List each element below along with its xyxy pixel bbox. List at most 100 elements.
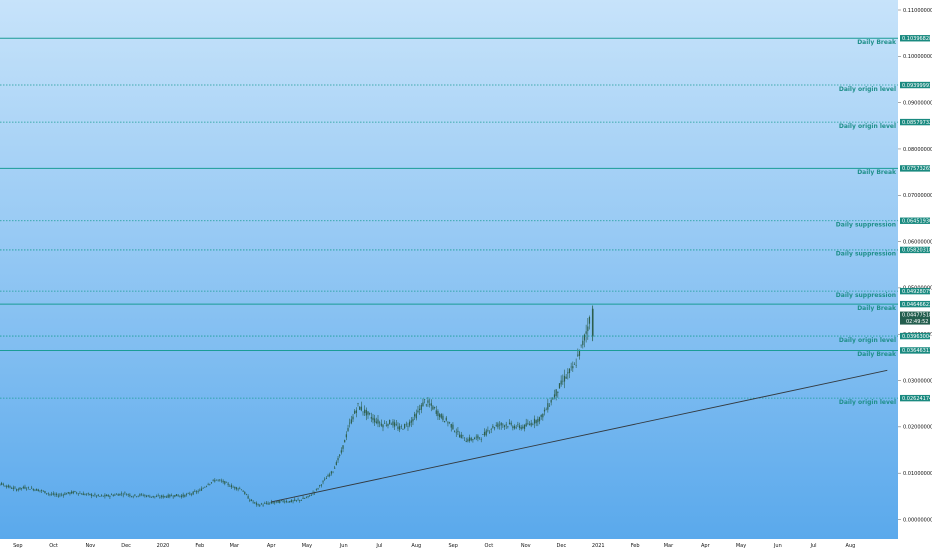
candle-body: [145, 495, 148, 497]
candle-body: [522, 426, 524, 429]
candle-body: [488, 431, 491, 433]
candle-body: [229, 486, 231, 487]
candle-body: [364, 409, 366, 414]
candle-body: [274, 502, 276, 503]
candle-body: [82, 493, 84, 496]
candle-body: [422, 402, 424, 407]
level-label: Daily suppression: [836, 292, 896, 299]
time-tick-label: May: [736, 543, 746, 549]
candle-body: [525, 423, 527, 427]
candle-body: [490, 429, 492, 430]
candle-body: [210, 482, 213, 483]
candle-body: [224, 481, 226, 484]
candle-body: [77, 493, 79, 495]
candle-body: [212, 480, 214, 481]
level-price-tag: [900, 287, 930, 295]
time-tick-label: Mar: [230, 543, 240, 549]
candle-body: [385, 424, 387, 426]
candle-body: [487, 430, 489, 432]
candle-body: [399, 426, 401, 430]
level-price-tag: [900, 347, 930, 354]
candle-body: [112, 495, 114, 496]
candle-body: [22, 486, 24, 489]
candle-body: [90, 494, 93, 496]
candle-body: [453, 430, 456, 432]
candle-body: [467, 439, 469, 442]
candle-body: [69, 492, 71, 494]
candle-body: [195, 491, 198, 493]
candle-body: [242, 491, 244, 492]
candle-body: [16, 489, 18, 491]
candle-body: [219, 479, 221, 481]
candle-body: [56, 493, 58, 496]
candle-body: [234, 486, 236, 489]
price-tags-layer: 0.10396828 0.09399991 0.08579732 0.07573265…: [900, 35, 932, 402]
candle-body: [329, 474, 331, 476]
candle-body: [500, 422, 502, 426]
candle-body: [483, 431, 486, 436]
candle-body: [95, 495, 98, 497]
candle-body: [515, 427, 517, 429]
candle-body: [523, 424, 526, 429]
candle-body: [26, 488, 28, 490]
candle-body: [508, 422, 511, 424]
candle-body: [92, 495, 94, 497]
candle-body: [204, 487, 206, 488]
candle-body: [51, 493, 53, 495]
candle-body: [502, 424, 504, 426]
candle-body: [369, 413, 371, 415]
candle-body: [492, 425, 494, 428]
candle-body: [324, 479, 326, 480]
price-axis-panel[interactable]: [898, 0, 932, 550]
candle-body: [79, 493, 81, 494]
candle-body: [125, 494, 128, 496]
candle-body: [568, 368, 571, 374]
candle-body: [580, 344, 582, 346]
candle-body: [185, 494, 188, 495]
candle-body: [437, 410, 439, 417]
trendline[interactable]: [271, 369, 888, 503]
time-tick-label: 2020: [157, 543, 170, 549]
candle-body: [142, 495, 144, 496]
candle-body: [409, 421, 411, 426]
candle-body: [31, 487, 33, 489]
time-tick-label: Nov: [521, 543, 531, 549]
candle-body: [462, 434, 464, 436]
candle-body: [350, 419, 352, 424]
candle-body: [71, 491, 73, 494]
level-price-tag: [900, 300, 930, 308]
time-tick-label: Jun: [339, 543, 348, 549]
candle-body: [284, 501, 286, 503]
candle-body: [230, 485, 233, 488]
candle-body: [155, 496, 158, 497]
time-axis-panel[interactable]: [0, 539, 898, 550]
level-price-tag-text: 0.03646311: [902, 348, 932, 354]
level-label: Daily Break: [857, 305, 897, 312]
candle-body: [292, 500, 294, 502]
candle-body: [558, 383, 561, 389]
candle-body: [135, 496, 138, 498]
candle-body: [440, 414, 442, 418]
candle-body: [325, 478, 327, 480]
candle-body: [180, 495, 183, 498]
candle-body: [122, 494, 124, 496]
candle-body: [67, 492, 69, 494]
candle-body: [387, 424, 389, 426]
candle-body: [365, 410, 367, 416]
candle-body: [447, 422, 449, 424]
candle-body: [107, 494, 109, 497]
candle-body: [429, 403, 431, 405]
candle-body: [27, 487, 29, 488]
candle-body: [567, 372, 569, 374]
level-price-tag-text: 0.08579732: [902, 120, 932, 126]
candle-body: [300, 499, 302, 501]
candle-body: [214, 480, 216, 482]
candle-body: [392, 421, 394, 426]
time-tick-label: May: [302, 543, 312, 549]
candle-body: [302, 497, 304, 499]
candle-body: [277, 500, 279, 503]
candle-body: [105, 494, 108, 497]
candle-body: [267, 503, 269, 505]
time-tick-label: Sep: [13, 543, 22, 549]
candle-body: [442, 415, 444, 421]
